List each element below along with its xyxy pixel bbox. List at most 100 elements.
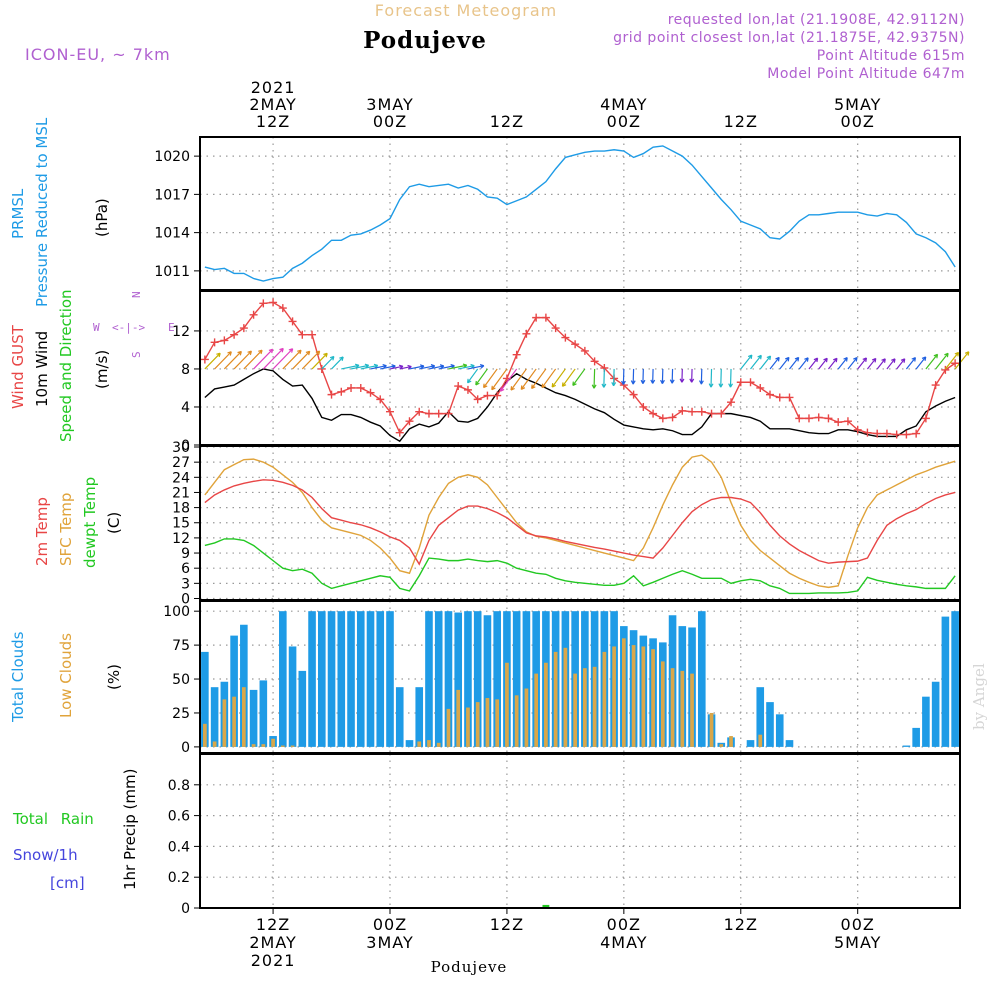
low-cloud-bar [212,741,217,747]
wind-arrow [728,368,734,388]
gust-marker [941,365,950,374]
y-tick-label: 1011 [154,264,190,280]
low-cloud-bar [290,745,295,747]
wind-arrow [669,368,675,384]
point-altitude: Point Altitude 615m [817,48,965,64]
pressure-labels: PRMSL Pressure Reduced to MSL (hPa) [9,117,111,307]
top-hour-label: 00Z [841,112,875,131]
gust-marker [727,398,736,407]
y-tick-label: 27 [172,455,190,471]
low-cloud-bar [709,712,714,747]
total-cloud-bar [288,646,297,747]
low-cloud-bar [534,673,539,747]
temp-unit: (C) [105,512,123,534]
top-day-label: 2MAY [249,95,296,114]
low-cloud-bar [573,673,577,747]
bottom-hour-label: 00Z [373,915,407,934]
precip-labels: Total Rain Snow/1h [cm] 1hr Precip (mm) [12,769,139,892]
gust-marker [697,407,706,416]
gust-marker [707,409,716,418]
low-cloud-bar [427,740,431,747]
gust-marker [863,428,872,437]
wind-arrow [292,350,311,370]
bottom-hour-label: 12Z [256,915,290,934]
total-cloud-bar [386,611,394,747]
gust-marker [824,414,833,423]
wind-arrow [272,348,294,370]
wind-arrow [925,353,939,370]
wind-arrow [282,349,302,370]
y-tick-label: 50 [172,672,190,688]
total-cloud-bar [230,635,238,747]
panel-bg-4 [200,754,960,908]
gust-marker [405,417,414,426]
wind-arrow [944,351,960,370]
wind-arrow [204,352,221,370]
low-cloud-bar [563,647,568,747]
sfc-label: SFC Temp [57,493,75,566]
total-cloud-bar [473,611,482,747]
wind-arrow [866,357,877,370]
wind-label: 10m Wind [33,331,51,407]
top-day-label: 5MAY [834,95,881,114]
gust-marker [902,430,911,439]
wind-arrow [572,368,586,387]
low-cloud-bar [514,695,519,747]
bottom-hour-label: 00Z [841,915,875,934]
gust-marker [386,407,394,416]
total-cloud-bar [522,611,531,747]
gust-marker [580,346,589,355]
compass-n: N [130,291,143,298]
compass-w: W [93,321,100,334]
wind-arrow [759,355,772,370]
y-tick-label: 9 [181,546,190,562]
bottom-day-label: 4MAY [600,933,647,952]
low-cloud-bar [446,708,451,747]
gust-marker [220,336,229,345]
wind-arrow [262,347,284,370]
gust-marker [668,413,677,422]
y-tick-label: 8 [181,362,190,378]
low-cloud-bar [651,649,655,747]
compass-e: E [168,321,175,334]
low-cloud-bar [436,742,441,747]
gust-marker [259,299,268,308]
low-cloud-bar [456,689,461,747]
gust-marker [347,383,356,392]
y-tick-label: 1017 [154,187,190,203]
gust-marker [639,402,648,411]
low-cloud-bar [612,646,616,747]
low-cloud-bar [280,745,285,747]
wind-arrow [660,368,665,384]
y-tick-label: 0 [181,591,190,607]
total-cloud-bar [912,727,920,747]
panel-bg-0 [200,137,960,290]
top-day-label: 3MAY [366,95,413,114]
wind-arrow [708,368,714,388]
wind-arrow [223,350,242,370]
gust-marker [210,338,219,347]
bottom-hour-label: 00Z [607,915,641,934]
gust-marker [785,393,794,402]
low-cloud-bar [232,696,236,747]
wind-arrow [847,357,858,370]
gust-marker [395,428,404,437]
low-cloud-bar [485,698,490,747]
total-cloud-bar [259,680,268,747]
model-altitude: Model Point Altitude 647m [767,66,965,82]
temp2m-line [204,479,956,566]
snow-label: Snow/1h [13,846,78,864]
pressure-label-1: PRMSL [9,188,27,239]
total-cloud-bar [697,611,706,747]
wind-arrow [467,363,485,370]
gust-marker [951,359,960,368]
gust-marker [717,409,726,418]
wind-arrow [857,357,868,370]
wind-arrow [640,368,646,384]
gust-marker [200,355,209,364]
low-cloud-bar [222,699,227,747]
gust-marker [298,330,307,339]
gust-marker [493,391,502,400]
wind-arrow [689,368,695,383]
top-hour-label: 12Z [724,112,758,131]
